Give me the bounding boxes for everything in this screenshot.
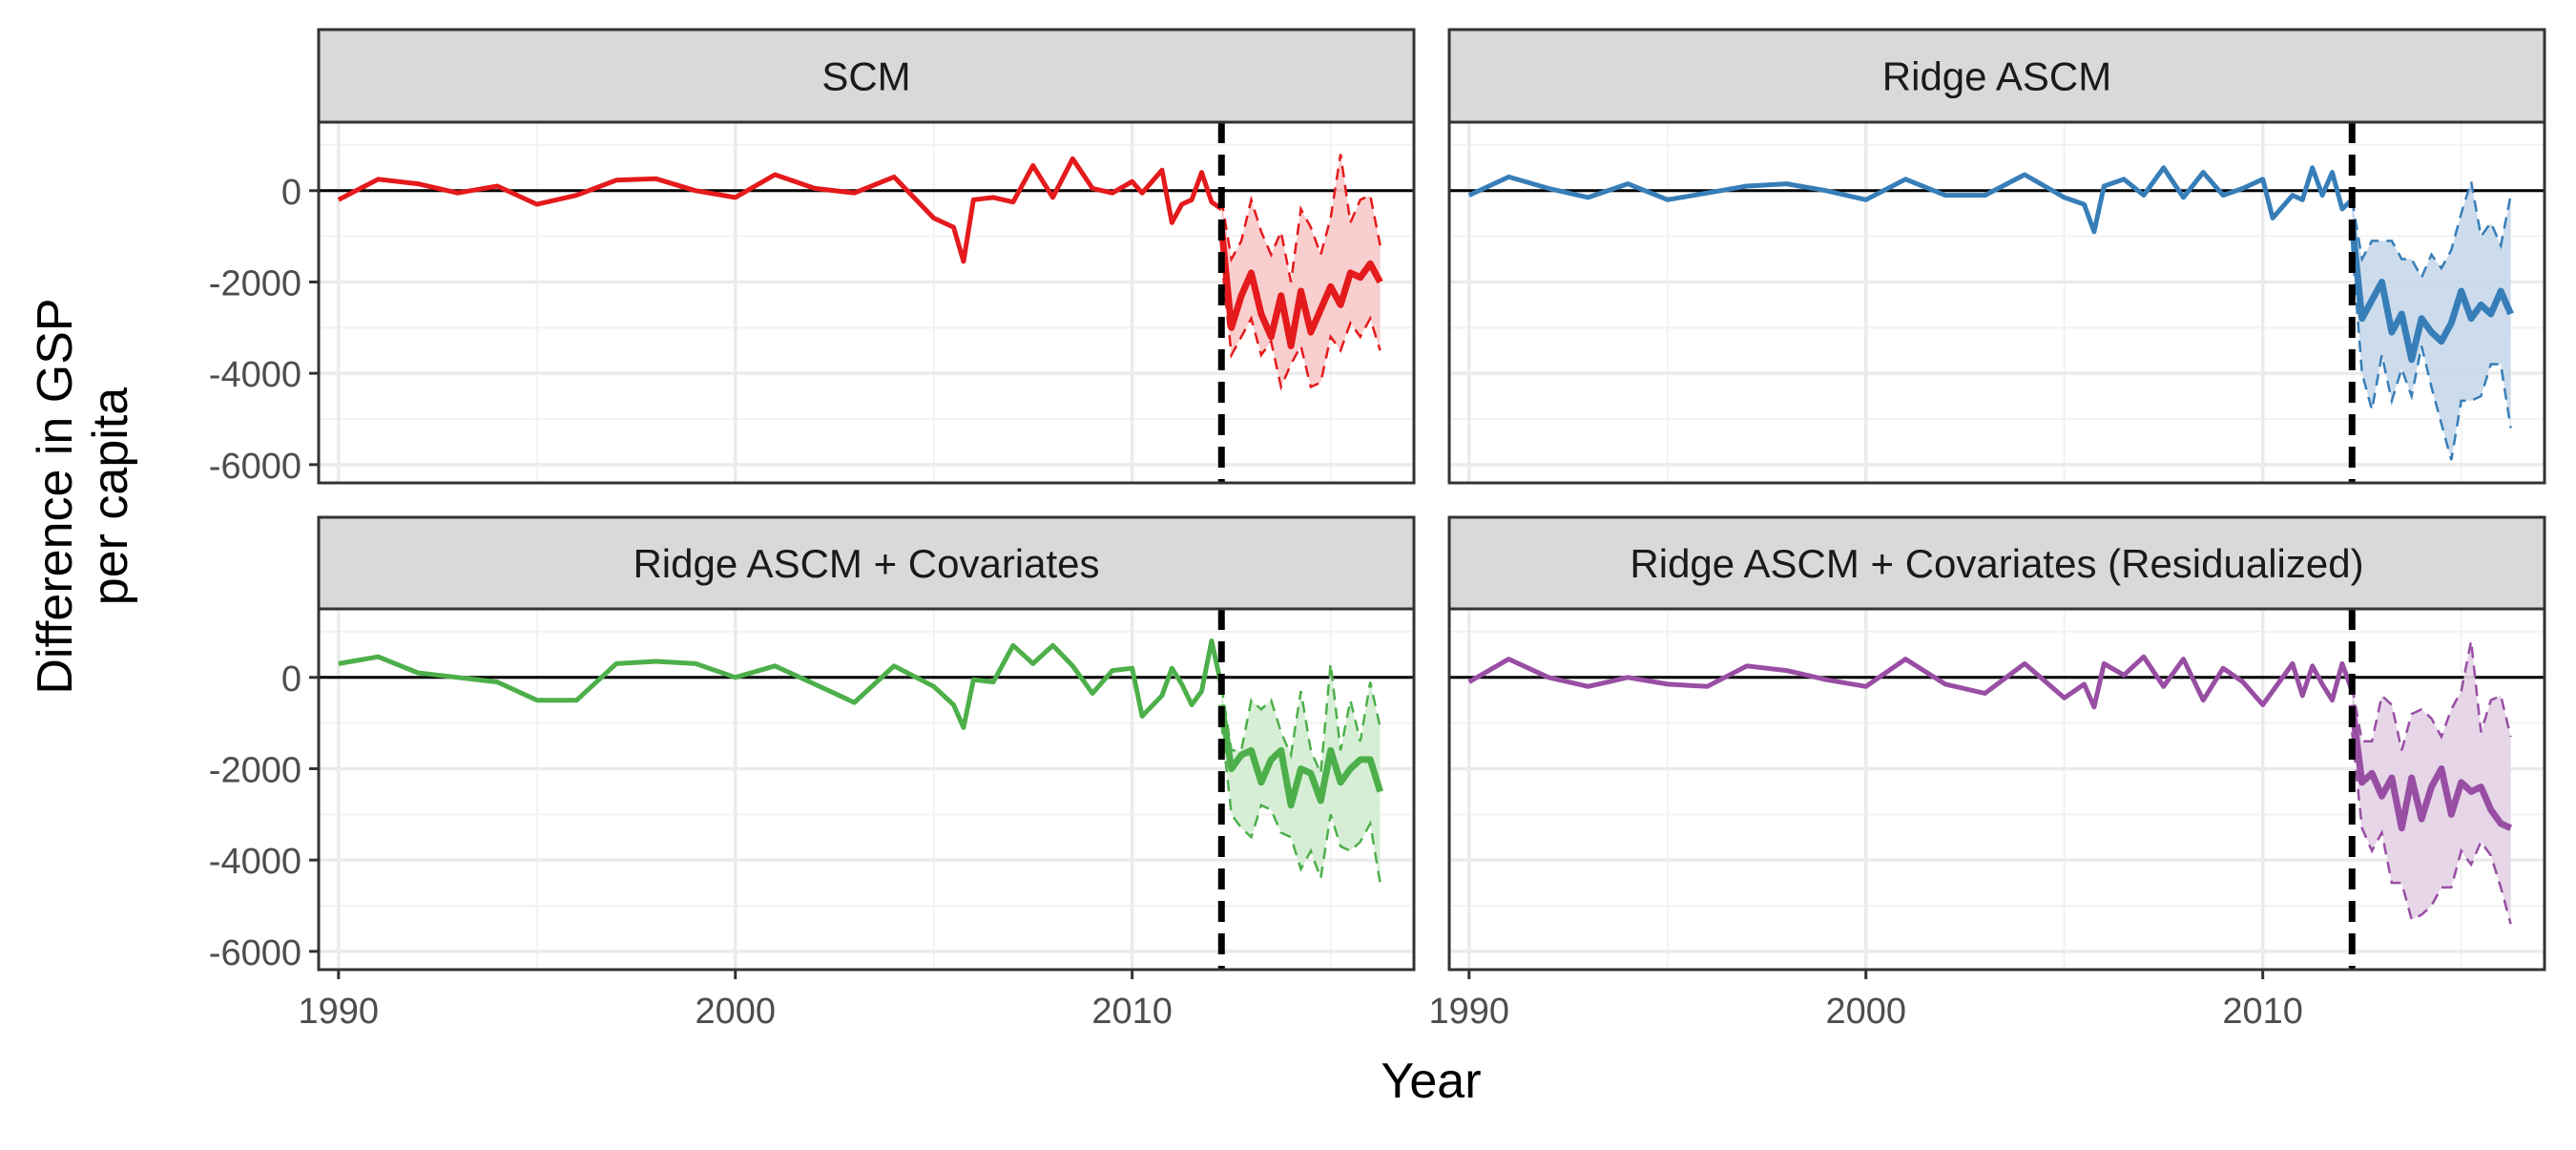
pre-treatment-series-line xyxy=(337,156,1223,264)
pre-treatment-series-line xyxy=(338,638,1224,730)
x-axis-title: Year xyxy=(1381,1054,1481,1109)
x-tick-label: 2010 xyxy=(2222,992,2303,1032)
facet-panel-2: Ridge ASCM xyxy=(1447,28,2546,485)
y-tick-label: 0 xyxy=(281,659,301,700)
lower-bound-line xyxy=(2351,245,2512,461)
post-treatment-estimate-line xyxy=(2348,221,2514,364)
pre-treatment-series-line xyxy=(1467,165,2354,235)
upper-bound-line xyxy=(1220,663,1381,774)
y-axis-title: Difference in GSPper capita xyxy=(28,298,138,694)
y-tick-label: -6000 xyxy=(209,933,301,973)
post-treatment-estimate-line xyxy=(1217,226,1383,349)
facet-title: SCM xyxy=(821,54,910,99)
confidence-band xyxy=(1221,154,1381,387)
y-axis-title-line-2: per capita xyxy=(83,387,138,605)
y-axis-title-line-1: Difference in GSP xyxy=(28,298,83,694)
panel-border xyxy=(317,607,1416,972)
facet-title: Ridge ASCM + Covariates xyxy=(633,541,1099,586)
x-tick-label: 1990 xyxy=(299,992,380,1032)
facet-title: Ridge ASCM + Covariates (Residualized) xyxy=(1630,541,2363,586)
lower-bound-line xyxy=(1220,722,1381,884)
upper-bound-line xyxy=(2351,180,2512,281)
panel-border xyxy=(1447,607,2546,972)
facet-panel-4: Ridge ASCM + Covariates (Residualized) 19… xyxy=(1429,515,2546,1032)
lower-bound-line xyxy=(2351,732,2512,925)
post-treatment-estimate-line xyxy=(2348,704,2513,832)
y-tick-label: -4000 xyxy=(209,842,301,882)
pre-treatment-series-line xyxy=(1467,654,2355,710)
post-treatment-estimate-line xyxy=(1217,703,1383,809)
y-tick-label: 0 xyxy=(281,173,301,213)
facet-strip xyxy=(1447,515,2546,611)
panel-border xyxy=(1447,120,2546,485)
y-tick-label: -6000 xyxy=(209,447,301,487)
facet-panel-3: Ridge ASCM + Covariates 0 -2000 -4000 -6000 1… xyxy=(209,515,1416,1032)
y-tick-label: -2000 xyxy=(209,263,301,303)
confidence-band xyxy=(2352,181,2511,461)
y-tick-label: -2000 xyxy=(209,750,301,790)
upper-bound-line xyxy=(1220,154,1381,282)
panel-border xyxy=(317,120,1416,485)
x-tick-label: 2010 xyxy=(1091,992,1173,1032)
facet-strip xyxy=(1447,28,2546,124)
x-tick-label: 1990 xyxy=(1429,992,1510,1032)
y-tick-label: -4000 xyxy=(209,355,301,395)
facet-panel-1: SCM 0 -2000 -4000 -6000 xyxy=(209,28,1416,487)
x-tick-label: 2000 xyxy=(695,992,776,1032)
x-tick-label: 2000 xyxy=(1825,992,1906,1032)
facet-title: Ridge ASCM xyxy=(1882,54,2111,99)
upper-bound-line xyxy=(2351,640,2512,751)
